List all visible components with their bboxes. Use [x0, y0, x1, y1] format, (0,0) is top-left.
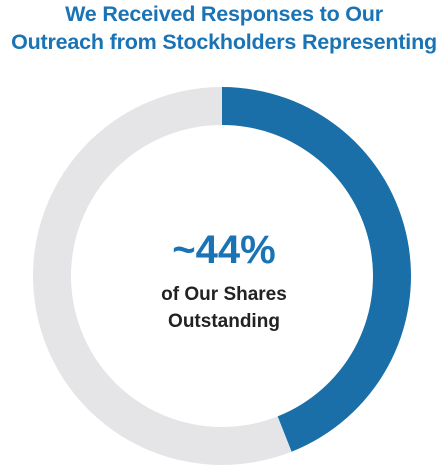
center-label-line-1: of Our Shares: [161, 284, 287, 305]
chart-title: We Received Responses to Our Outreach fr…: [0, 0, 448, 56]
chart-title-line-2: Outreach from Stockholders Representing: [11, 30, 437, 54]
chart-title-line-1: We Received Responses to Our: [65, 2, 383, 26]
donut-slice-responded: [222, 87, 411, 452]
donut-slice-remaining: [32, 87, 292, 465]
center-label-line-2: Outstanding: [168, 311, 280, 332]
center-value: ~44%: [172, 228, 276, 272]
